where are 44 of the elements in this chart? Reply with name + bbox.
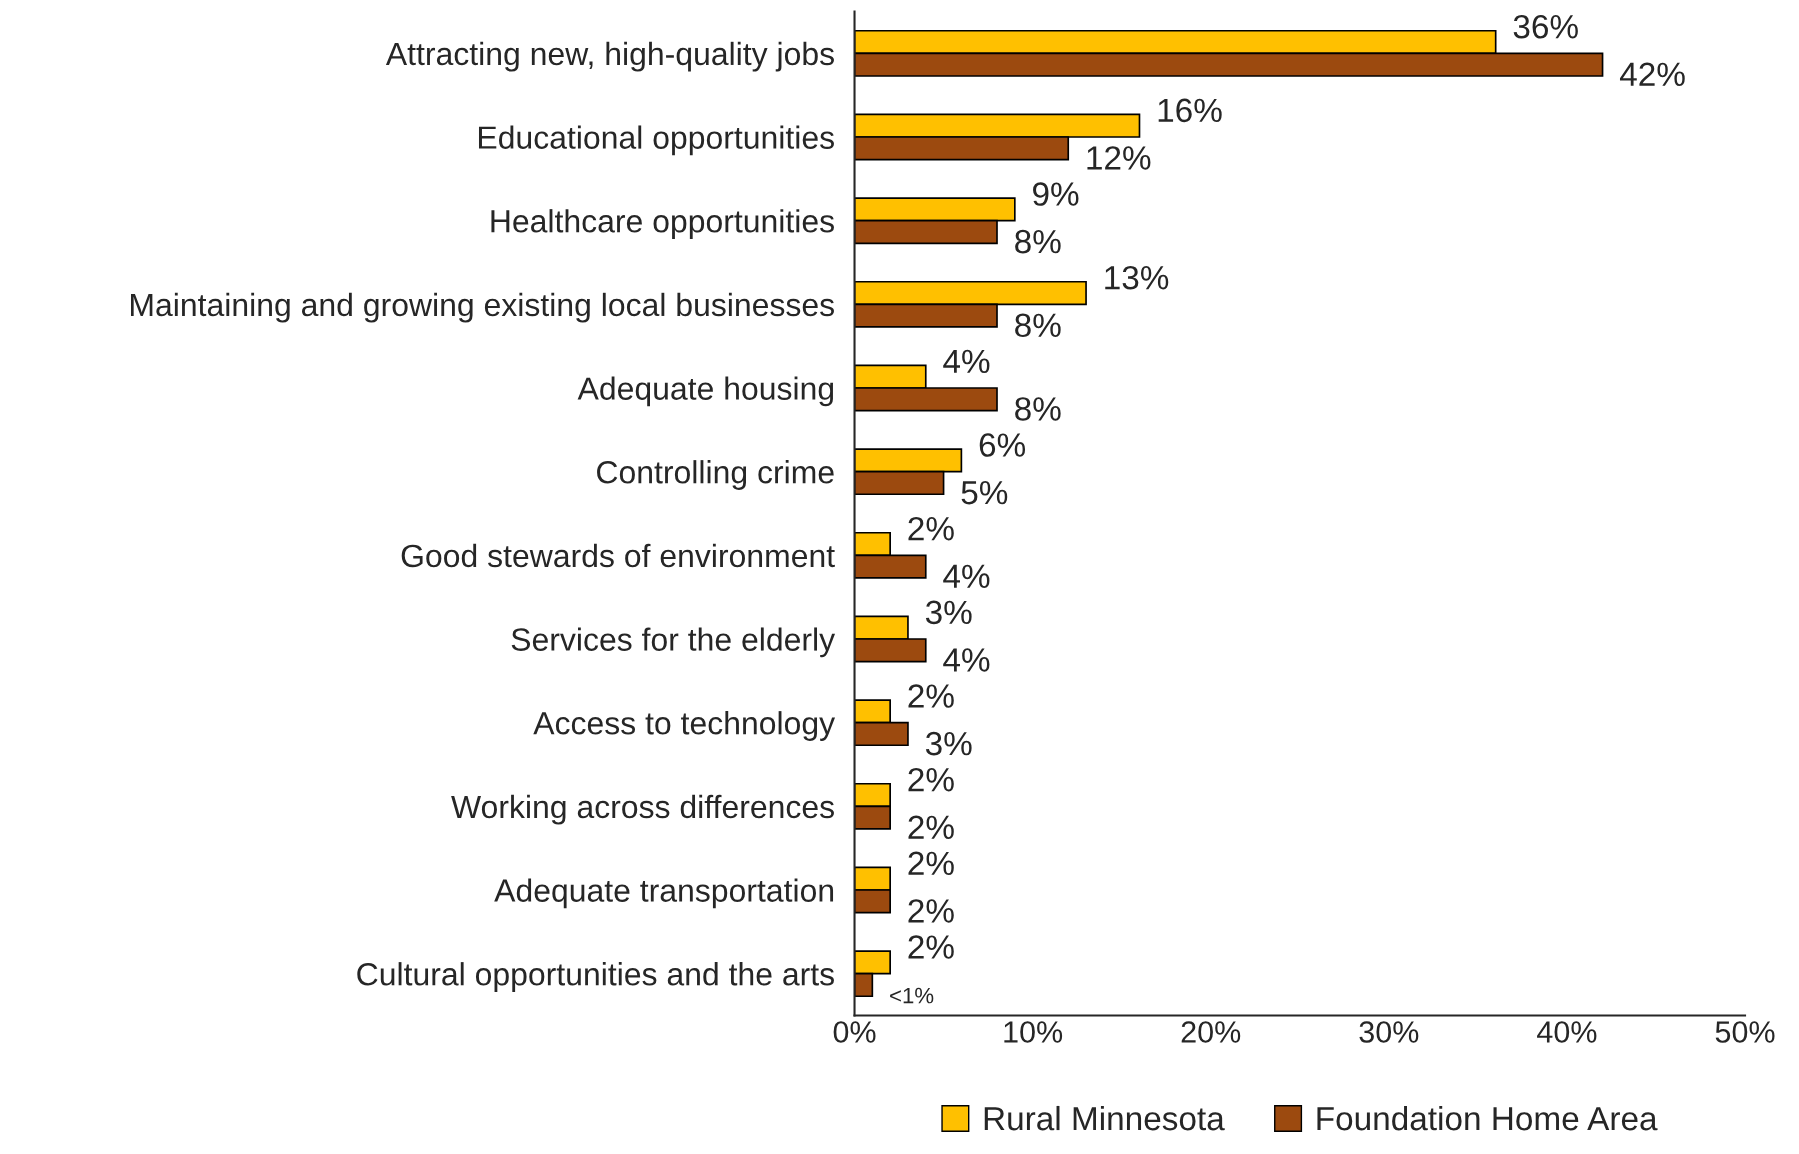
legend-label: Rural Minnesota bbox=[984, 1105, 1225, 1131]
y-tick-label: Cultural opportunities and the arts bbox=[357, 962, 834, 992]
x-tick-label: 20% bbox=[1181, 1021, 1241, 1043]
data-label: 5% bbox=[961, 480, 1008, 505]
legend-label: Foundation Home Area bbox=[1317, 1105, 1658, 1131]
y-tick-label: Adequate transportation bbox=[494, 878, 834, 909]
y-tick-label: Maintaining and growing existing local businesses bbox=[131, 292, 834, 323]
data-label: 2% bbox=[908, 851, 954, 876]
x-tick-label: 10% bbox=[1004, 1021, 1063, 1043]
data-label: 2% bbox=[908, 935, 954, 959]
x-tick-label: 0% bbox=[833, 1021, 876, 1043]
x-tick-label: 30% bbox=[1359, 1021, 1419, 1043]
data-label: 4% bbox=[943, 564, 990, 588]
data-label: 12% bbox=[1087, 146, 1151, 170]
data-label: 6% bbox=[979, 433, 1026, 457]
data-label: 2% bbox=[908, 899, 954, 923]
data-label: 13% bbox=[1105, 265, 1169, 290]
y-tick-label: Healthcare opportunities bbox=[491, 209, 834, 239]
data-label: 36% bbox=[1513, 14, 1578, 39]
data-label: 9% bbox=[1033, 182, 1079, 206]
y-tick-label: Access to technology bbox=[533, 711, 836, 741]
data-label: 8% bbox=[1015, 397, 1061, 421]
y-tick-label: Educational opportunities bbox=[478, 125, 834, 156]
data-label: 4% bbox=[943, 648, 990, 672]
data-label: 3% bbox=[925, 731, 972, 756]
data-label: 3% bbox=[925, 600, 972, 625]
y-tick-label: Attracting new, high-quality jobs bbox=[385, 41, 834, 72]
x-tick-label: 40% bbox=[1537, 1021, 1597, 1043]
y-tick-label: Working across differences bbox=[451, 794, 834, 825]
data-label: 2% bbox=[908, 767, 954, 792]
data-label: <1% bbox=[890, 987, 934, 1004]
data-label: 8% bbox=[1015, 229, 1061, 254]
data-label: 2% bbox=[908, 684, 954, 708]
y-tick-label: Services for the elderly bbox=[511, 627, 836, 658]
data-label: 4% bbox=[943, 349, 990, 374]
data-label: 42% bbox=[1619, 62, 1685, 86]
y-tick-label: Adequate housing bbox=[577, 376, 834, 407]
y-tick-label: Controlling crime bbox=[597, 460, 834, 490]
y-tick-label: Good stewards of environment bbox=[401, 543, 835, 568]
data-label: 2% bbox=[908, 815, 954, 839]
data-label: 8% bbox=[1015, 313, 1061, 338]
data-label: 16% bbox=[1158, 98, 1222, 123]
x-tick-label: 50% bbox=[1715, 1021, 1775, 1043]
data-label: 2% bbox=[908, 516, 954, 541]
